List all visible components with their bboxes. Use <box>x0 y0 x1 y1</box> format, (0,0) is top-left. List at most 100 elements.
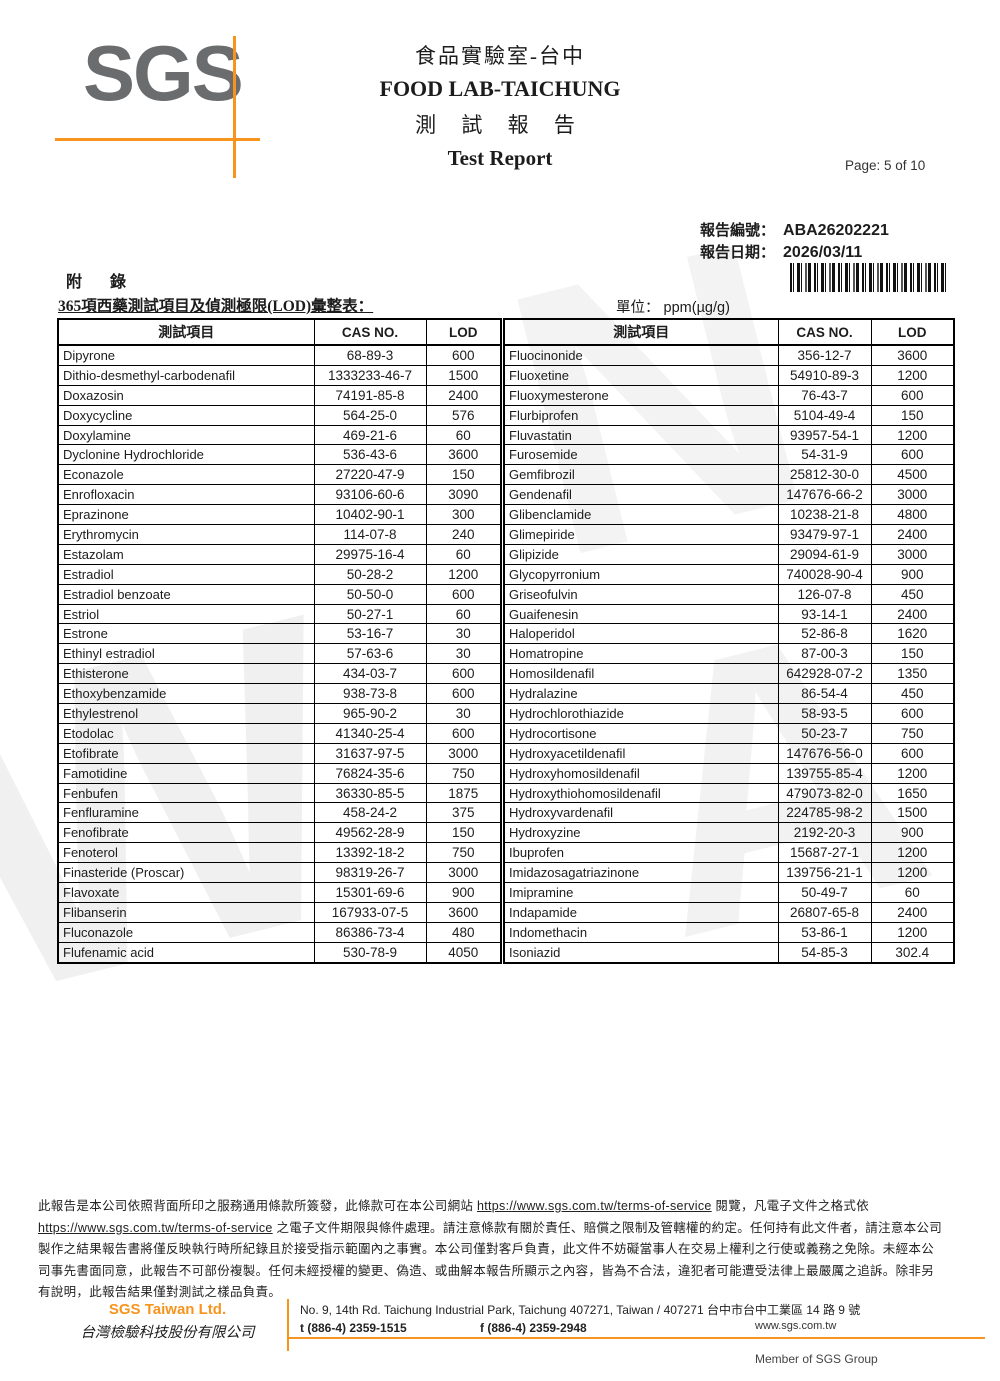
test-item-name: Fluocinonide <box>503 344 779 366</box>
disclaimer-line: 司事先書面同意，此報告不可部份複製。任何未經授權的變更、偽造、或曲解本報告所顯示… <box>38 1263 935 1278</box>
lod-value: 3000 <box>870 484 955 506</box>
test-item-name: Etofibrate <box>57 742 315 764</box>
cas-no: 93479-97-1 <box>777 524 872 545</box>
cas-no: 530-78-9 <box>313 941 427 964</box>
cas-no: 139756-21-1 <box>777 862 872 884</box>
lod-value: 375 <box>425 802 502 824</box>
test-item-name: Hydrocortisone <box>503 722 779 744</box>
table-row: Imidazosagatriazinone 139756-21-1 1200 <box>503 862 955 884</box>
table-row: Fluoxetine 54910-89-3 1200 <box>503 364 955 386</box>
test-item-name: Hydroxyvardenafil <box>503 802 779 824</box>
test-item-name: Fenfluramine <box>57 802 315 824</box>
cas-no: 76-43-7 <box>777 384 872 406</box>
table-row: Hydroxythiohomosildenafil 479073-82-0 1650 <box>503 782 955 804</box>
test-item-name: Glimepiride <box>503 524 779 545</box>
table-row: Estazolam 29975-16-4 60 <box>57 543 502 565</box>
col-header-test-item: 測試項目 <box>503 318 779 346</box>
cas-no: 29094-61-9 <box>777 543 872 565</box>
cas-no: 54910-89-3 <box>777 364 872 386</box>
table-row: Glycopyrronium 740028-90-4 900 <box>503 563 955 585</box>
lod-value: 302.4 <box>870 941 955 964</box>
cas-no: 10238-21-8 <box>777 504 872 526</box>
lod-value: 600 <box>425 344 502 366</box>
cas-no: 86-54-4 <box>777 683 872 705</box>
lod-value: 3600 <box>870 344 955 366</box>
report-no-row: 報告編號： ABA26202221 <box>700 219 889 240</box>
table-row: Hydroxyvardenafil 224785-98-2 1500 <box>503 802 955 824</box>
cas-no: 224785-98-2 <box>777 802 872 824</box>
test-item-name: Erythromycin <box>57 524 315 545</box>
disclaimer-text: 閱覽，凡電子文件之格式依 <box>711 1199 870 1213</box>
lod-value: 1350 <box>870 663 955 685</box>
lod-value: 750 <box>870 722 955 744</box>
table-header-row: 測試項目 CAS NO. LOD <box>57 318 502 346</box>
test-item-name: Estradiol <box>57 563 315 585</box>
cas-no: 10402-90-1 <box>313 504 427 526</box>
cas-no: 5104-49-4 <box>777 404 872 426</box>
lod-value: 3000 <box>425 742 502 764</box>
cas-no: 50-23-7 <box>777 722 872 744</box>
table-row: Isoniazid 54-85-3 302.4 <box>503 941 955 964</box>
test-item-name: Hydroxyacetildenafil <box>503 742 779 764</box>
lod-value: 750 <box>425 842 502 864</box>
test-item-name: Gendenafil <box>503 484 779 506</box>
disclaimer-text: 此報告是本公司依照背面所印之服務通用條款所簽發，此條款可在本公司網站 <box>38 1199 477 1213</box>
report-header: 食品實驗室-台中 FOOD LAB-TAICHUNG 測 試 報 告 Test … <box>300 40 700 171</box>
lod-value: 600 <box>870 384 955 406</box>
table-row: Eprazinone 10402-90-1 300 <box>57 504 502 526</box>
test-item-name: Doxycycline <box>57 404 315 426</box>
table-row: Indomethacin 53-86-1 1200 <box>503 921 955 943</box>
lod-table-title: 365項西藥測試項目及偵測極限(LOD)彙整表： <box>58 298 374 315</box>
cas-no: 126-07-8 <box>777 583 872 605</box>
unit-label: 單位： <box>616 300 660 316</box>
table-row: Homatropine 87-00-3 150 <box>503 643 955 665</box>
footer-member-of-sgs-group: Member of SGS Group <box>755 1352 878 1366</box>
test-item-name: Ibuprofen <box>503 842 779 864</box>
cas-no: 434-03-7 <box>313 663 427 685</box>
lod-value: 1200 <box>425 563 502 585</box>
lod-value: 4050 <box>425 941 502 964</box>
table-row: Enrofloxacin 93106-60-6 3090 <box>57 484 502 506</box>
test-item-name: Doxazosin <box>57 384 315 406</box>
terms-of-service-link[interactable]: https://www.sgs.com.tw/terms-of-service <box>38 1220 273 1235</box>
lod-value: 576 <box>425 404 502 426</box>
table-row: Doxazosin 74191-85-8 2400 <box>57 384 502 406</box>
terms-of-service-link[interactable]: https://www.sgs.com.tw/terms-of-service <box>476 1199 712 1213</box>
table-row: Finasteride (Proscar) 98319-26-7 3000 <box>57 862 502 884</box>
cas-no: 938-73-8 <box>313 683 427 705</box>
report-no-label: 報告編號： <box>700 223 776 239</box>
test-item-name: Ethoxybenzamide <box>57 683 315 705</box>
table-row: Guaifenesin 93-14-1 2400 <box>503 603 955 625</box>
lod-value: 600 <box>870 742 955 764</box>
lod-value: 3090 <box>425 484 502 506</box>
test-item-name: Ethisterone <box>57 663 315 685</box>
cas-no: 13392-18-2 <box>313 842 427 864</box>
lod-value: 4800 <box>870 504 955 526</box>
lod-value: 1200 <box>870 921 955 943</box>
cas-no: 31637-97-5 <box>313 742 427 764</box>
table-row: Fenoterol 13392-18-2 750 <box>57 842 502 864</box>
cas-no: 87-00-3 <box>777 643 872 665</box>
disclaimer-line: 此報告是本公司依照背面所印之服務通用條款所簽發，此條款可在本公司網站 https… <box>38 1196 973 1218</box>
cas-no: 53-86-1 <box>777 921 872 943</box>
logo-horizontal-line <box>55 138 260 141</box>
table-row: Doxycycline 564-25-0 576 <box>57 404 502 426</box>
cas-no: 965-90-2 <box>313 703 427 724</box>
unit-value: ppm(µg/g) <box>663 300 730 316</box>
footer-divider-vertical <box>287 1299 289 1351</box>
cas-no: 15301-69-6 <box>313 882 427 903</box>
footer-website[interactable]: www.sgs.com.tw <box>755 1320 837 1332</box>
lod-value: 900 <box>870 822 955 844</box>
lod-value: 1500 <box>425 364 502 386</box>
table-row: Glipizide 29094-61-9 3000 <box>503 543 955 565</box>
test-item-name: Eprazinone <box>57 504 315 526</box>
test-item-name: Fluvastatin <box>503 424 779 446</box>
disclaimer-line: 製作之結果報告書將僅反映執行時所紀錄且於接受指示範圍內之事實。本公司僅對客戶負責… <box>38 1242 935 1256</box>
lod-table-left: 測試項目 CAS NO. LOD Dipyrone 68-89-3 600 Dithi… <box>57 318 502 964</box>
barcode <box>790 263 946 292</box>
lod-table-right: 測試項目 CAS NO. LOD Fluocinonide 356-12-7 360… <box>503 318 955 964</box>
test-item-name: Estradiol benzoate <box>57 583 315 605</box>
unit-note: 單位： ppm(µg/g) <box>616 296 730 317</box>
table-row: Fenfluramine 458-24-2 375 <box>57 802 502 824</box>
